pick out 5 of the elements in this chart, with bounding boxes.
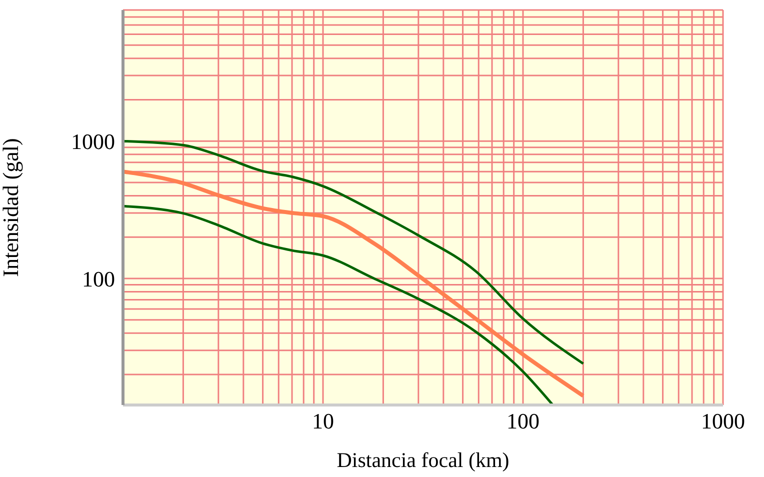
x-tick-label: 10 xyxy=(312,408,334,434)
x-tick-label: 100 xyxy=(506,408,540,434)
y-axis-title: Intensidad (gal) xyxy=(0,138,23,277)
x-tick-label: 1000 xyxy=(701,408,745,434)
x-axis-title: Distancia focal (km) xyxy=(336,448,510,472)
